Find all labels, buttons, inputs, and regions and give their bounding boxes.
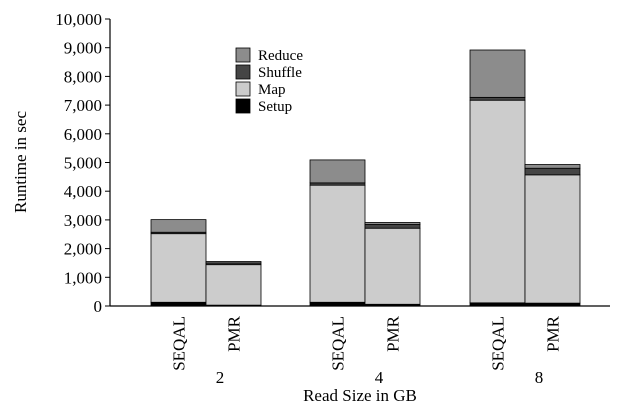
bar-label: SEQAL xyxy=(170,316,189,371)
bar-label: SEQAL xyxy=(329,316,348,371)
bar-label: PMR xyxy=(384,315,403,352)
y-tick-label: 5,000 xyxy=(64,154,102,173)
legend-swatch-reduce xyxy=(235,47,251,63)
legend-swatch-map xyxy=(235,81,251,97)
bar-segment-reduce xyxy=(309,159,366,184)
legend-label-shuffle: Shuffle xyxy=(258,65,302,81)
bar-segment-map xyxy=(469,99,526,304)
y-tick-label: 9,000 xyxy=(64,39,102,58)
bar-segment-shuffle xyxy=(364,224,421,229)
y-tick-label: 4,000 xyxy=(64,182,102,201)
legend-swatch-shuffle xyxy=(235,64,251,80)
bar-segment-map xyxy=(150,233,207,303)
y-tick-label: 10,000 xyxy=(55,10,102,29)
y-tick-label: 0 xyxy=(94,297,103,316)
y-tick-label: 8,000 xyxy=(64,67,102,86)
group-label: 8 xyxy=(535,368,544,387)
bar-segment-map xyxy=(524,174,581,304)
bar-segment-reduce xyxy=(364,222,421,225)
bar-label: PMR xyxy=(225,315,244,352)
legend-label-map: Map xyxy=(258,82,286,98)
y-tick-label: 3,000 xyxy=(64,211,102,230)
y-tick-label: 1,000 xyxy=(64,268,102,287)
y-tick-label: 7,000 xyxy=(64,96,102,115)
y-tick-label: 6,000 xyxy=(64,125,102,144)
legend-label-reduce: Reduce xyxy=(258,48,303,64)
bar-segment-reduce xyxy=(524,164,581,169)
bar-label: PMR xyxy=(544,315,563,352)
bar-segment-shuffle xyxy=(469,96,526,101)
bar-segment-reduce xyxy=(205,261,262,264)
legend-label-setup: Setup xyxy=(258,99,292,115)
x-axis-title: Read Size in GB xyxy=(303,386,417,405)
y-axis-title: Runtime in sec xyxy=(11,111,30,213)
bar-segment-map xyxy=(205,264,262,306)
bar-label: SEQAL xyxy=(489,316,508,371)
bar-segment-shuffle xyxy=(524,167,581,176)
legend-swatch-setup xyxy=(235,98,251,114)
group-label: 2 xyxy=(216,368,225,387)
bar-segment-map xyxy=(309,184,366,303)
bar-segment-reduce xyxy=(469,49,526,98)
group-label: 4 xyxy=(375,368,384,387)
y-tick-label: 2,000 xyxy=(64,240,102,259)
bar-segment-map xyxy=(364,227,421,305)
bars xyxy=(150,49,581,307)
bar-segment-reduce xyxy=(150,219,207,233)
y-axis-ticks: 0 1,000 2,000 3,000 4,000 5,000 6,000 7,000 8,00… xyxy=(55,10,110,316)
